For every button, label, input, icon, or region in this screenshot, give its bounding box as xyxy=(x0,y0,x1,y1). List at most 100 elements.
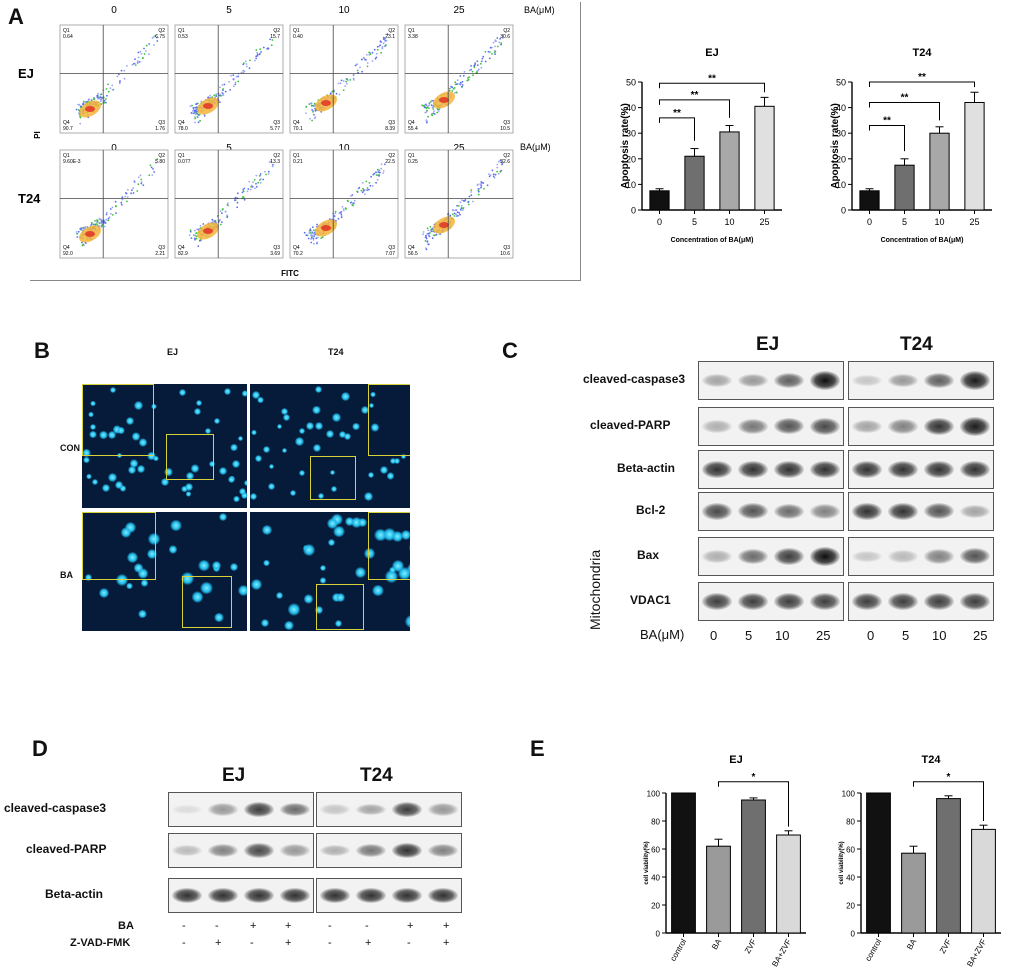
y-tick-label-0: 0 xyxy=(631,206,636,216)
x-tick-label-BA: BA xyxy=(710,937,723,951)
nucleus xyxy=(263,446,271,454)
nucleus xyxy=(223,387,232,395)
nucleus xyxy=(252,391,260,399)
nucleus xyxy=(200,581,213,595)
quad-q1-value: 0.25 xyxy=(408,159,418,165)
bar-ZVF xyxy=(741,799,766,934)
band xyxy=(960,417,990,436)
quad-q1-label: Q1 xyxy=(63,153,70,159)
quad-q4-value: 56.5 xyxy=(408,251,418,257)
band xyxy=(852,502,882,521)
nucleus xyxy=(251,430,257,436)
band xyxy=(810,547,840,566)
y-tick-label-80: 80 xyxy=(846,818,855,827)
mitochondria-label: Mitochondria xyxy=(587,549,603,630)
nucleus xyxy=(169,545,178,554)
nucleus xyxy=(86,473,92,480)
band xyxy=(738,419,768,434)
nucleus xyxy=(305,421,315,431)
quad-q1-value: 0.077 xyxy=(178,159,191,165)
band xyxy=(702,593,732,610)
flow-core-center xyxy=(321,100,331,106)
quad-q3-label: Q3 xyxy=(503,245,510,251)
flow-row-label-T24: T24 xyxy=(18,191,41,206)
nucleus xyxy=(138,609,147,619)
panel-label-a: A xyxy=(8,4,24,29)
significance-bracket xyxy=(659,99,730,118)
nucleus xyxy=(148,533,160,545)
band xyxy=(774,372,804,389)
nucleus xyxy=(102,483,111,492)
blot-ej-bax xyxy=(698,537,844,576)
band xyxy=(280,802,310,817)
panel-b-microscopy: EJ T24 CON BA xyxy=(30,340,420,640)
apoptosis-chart-ej: EJ 0 10 20 30 40 50 0 5 10 25 Apoptosis rate(%) Conc… xyxy=(620,47,782,244)
nucleus xyxy=(386,472,395,481)
chart-title: T24 xyxy=(922,754,942,766)
nucleus xyxy=(360,406,369,415)
flow-core-center xyxy=(439,222,449,228)
panel-c-western-blot: EJ T24 Mitochondria BA(μM) cleaved-caspa… xyxy=(570,330,1020,660)
nucleus xyxy=(298,427,305,435)
bar-25 xyxy=(754,105,775,211)
blot-ej-beta-actin xyxy=(168,878,314,913)
blot-t24-bax xyxy=(848,537,994,576)
dose-label-0: 0 xyxy=(867,628,875,643)
blot-t24-cleaved-caspase3 xyxy=(316,792,462,827)
protein-label-bax: Bax xyxy=(637,547,660,562)
flow-plot-frame xyxy=(289,24,399,134)
significance-bracket xyxy=(869,101,940,121)
nucleus xyxy=(315,422,323,430)
nucleus xyxy=(372,584,384,596)
nucleus xyxy=(124,522,137,534)
quad-q4-value: 78.0 xyxy=(178,126,188,132)
nucleus xyxy=(115,574,128,587)
bar-5 xyxy=(684,155,705,211)
nucleus xyxy=(237,436,244,442)
y-tick-label-100: 100 xyxy=(842,790,856,799)
significance-mark: ** xyxy=(673,108,681,119)
nucleus xyxy=(280,408,288,416)
nucleus xyxy=(160,477,169,486)
band xyxy=(774,548,804,565)
nucleus xyxy=(230,443,238,452)
y-tick-label-10: 10 xyxy=(626,180,636,190)
nucleus xyxy=(329,469,335,475)
band xyxy=(888,502,918,521)
band xyxy=(924,417,954,436)
nucleus xyxy=(389,566,396,574)
band xyxy=(774,418,804,435)
nucleus xyxy=(238,487,246,495)
quad-q1-label: Q1 xyxy=(408,153,415,159)
nucleus xyxy=(281,447,287,454)
quad-q4-label: Q4 xyxy=(178,120,185,126)
quad-q4-value: 70.2 xyxy=(293,251,303,257)
panel-label-d: D xyxy=(32,736,48,761)
zoom-inset-box xyxy=(166,434,214,480)
nucleus xyxy=(284,620,294,631)
quad-q4-label: Q4 xyxy=(408,120,415,126)
nucleus xyxy=(392,560,404,572)
blot-t24-cleaved-parp xyxy=(316,833,462,868)
significance-bracket xyxy=(869,125,905,152)
nucleus xyxy=(164,467,174,477)
zoom-inset-box xyxy=(82,512,156,580)
nucleus xyxy=(218,466,228,476)
treatment-label-ba: BA xyxy=(118,920,134,932)
nucleus xyxy=(364,491,374,501)
nucleus xyxy=(368,472,375,479)
quad-q2-value: 22.5 xyxy=(385,159,395,165)
micro-col-t24: T24 xyxy=(328,347,344,357)
quad-q4-value: 55.4 xyxy=(408,126,418,132)
x-tick-label-0: 0 xyxy=(657,217,662,227)
band xyxy=(852,550,882,563)
nucleus xyxy=(263,559,270,567)
panel-a-flow-cytometry: 0 0 5 5 10 10 25 25 BA(μM) BA(μM) PI FITC EJ Q1 0.64 Q2… xyxy=(0,0,581,300)
nucleus xyxy=(146,548,158,560)
nucleus xyxy=(254,454,263,463)
band xyxy=(356,887,386,904)
nucleus xyxy=(319,564,327,572)
bar-BA+ZVF xyxy=(776,834,801,934)
band xyxy=(244,843,274,858)
